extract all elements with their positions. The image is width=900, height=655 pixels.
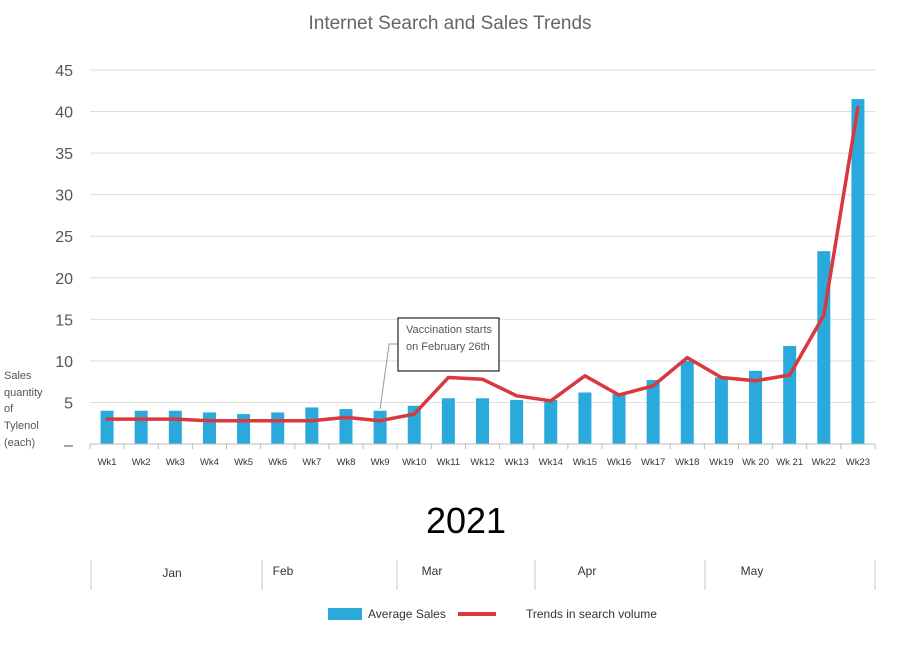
x-tick-label: Wk 20 bbox=[742, 457, 769, 468]
y-axis-label-line: (each) bbox=[4, 437, 35, 449]
annotation-text: on February 26th bbox=[406, 341, 490, 353]
x-tick-label: Wk11 bbox=[437, 457, 461, 468]
legend-swatch-bar bbox=[328, 608, 362, 620]
bar bbox=[749, 370, 763, 444]
bar bbox=[851, 99, 865, 444]
x-tick-label: Wk19 bbox=[709, 457, 733, 468]
bar bbox=[544, 399, 558, 444]
legend: Average Sales Trends in search volume bbox=[328, 607, 657, 621]
y-axis-label-line: Tylenol bbox=[4, 420, 39, 432]
search-trend-line bbox=[105, 105, 860, 423]
x-axis: Wk1 Wk2 Wk3 Wk4 Wk5 Wk6 Wk7 Wk8 Wk9 Wk10 Wk11 Wk12 W… bbox=[89, 443, 876, 468]
y-tick-label: 35 bbox=[55, 146, 73, 163]
bar bbox=[339, 409, 353, 444]
grid bbox=[90, 69, 875, 403]
annotation-box bbox=[397, 317, 500, 372]
x-tick-label: Wk6 bbox=[268, 457, 287, 468]
month-axis: Jan Feb Mar Apr May bbox=[90, 560, 876, 590]
y-tick-label: 15 bbox=[55, 312, 73, 329]
y-tick-label: 20 bbox=[55, 271, 73, 288]
y-axis-label-line: Sales bbox=[4, 370, 32, 382]
legend-label: Trends in search volume bbox=[526, 607, 657, 621]
y-tick-label: 45 bbox=[55, 63, 73, 80]
y-axis-label-line: quantity bbox=[4, 387, 43, 399]
annotation-text: Vaccination starts bbox=[406, 324, 493, 336]
bar bbox=[612, 394, 626, 444]
x-tick-label: Wk4 bbox=[200, 457, 219, 468]
y-axis-label-line: of bbox=[4, 403, 14, 415]
bar bbox=[271, 412, 285, 444]
bar bbox=[305, 407, 319, 444]
month-label: Jan bbox=[162, 566, 181, 580]
x-tick-label: Wk3 bbox=[166, 457, 185, 468]
x-tick-label: Wk7 bbox=[302, 457, 321, 468]
x-tick-label: Wk15 bbox=[573, 457, 597, 468]
x-tick-label: Wk1 bbox=[98, 457, 117, 468]
year-label: 2021 bbox=[426, 500, 506, 541]
x-tick-label: Wk 21 bbox=[776, 457, 803, 468]
x-tick-label: Wk13 bbox=[504, 457, 528, 468]
x-tick-label: Wk23 bbox=[846, 457, 870, 468]
x-tick-label: Wk2 bbox=[132, 457, 151, 468]
y-axis-label: Sales quantity of Tylenol (each) bbox=[4, 370, 43, 449]
y-tick-label: 10 bbox=[55, 354, 73, 371]
annotation-leader bbox=[379, 343, 398, 409]
x-tick-label: Wk18 bbox=[675, 457, 699, 468]
x-tick-label: Wk5 bbox=[234, 457, 253, 468]
bar bbox=[578, 392, 592, 444]
month-label: Mar bbox=[422, 564, 443, 578]
bar bbox=[168, 410, 182, 444]
month-label: Apr bbox=[578, 564, 597, 578]
x-tick-label: Wk10 bbox=[402, 457, 426, 468]
bar bbox=[373, 410, 387, 444]
x-tick-label: Wk9 bbox=[371, 457, 390, 468]
x-tick-label: Wk8 bbox=[336, 457, 355, 468]
y-tick-label: 40 bbox=[55, 105, 73, 122]
bar bbox=[714, 377, 728, 444]
bar bbox=[202, 412, 216, 444]
line-series bbox=[105, 105, 860, 423]
bar bbox=[237, 414, 251, 444]
y-tick-label: 5 bbox=[64, 395, 73, 412]
x-tick-label: Wk14 bbox=[539, 457, 563, 468]
legend-label: Average Sales bbox=[368, 607, 446, 621]
bar bbox=[510, 399, 524, 444]
bar bbox=[476, 398, 489, 444]
bar bbox=[134, 410, 148, 444]
x-tick-label: Wk17 bbox=[641, 457, 665, 468]
bar bbox=[680, 360, 694, 444]
month-label: May bbox=[741, 564, 764, 578]
y-tick-label: 30 bbox=[55, 188, 73, 205]
annotation: Vaccination starts on February 26th bbox=[379, 317, 500, 409]
bar bbox=[100, 410, 114, 444]
chart-title: Internet Search and Sales Trends bbox=[308, 13, 591, 34]
x-tick-label: Wk22 bbox=[812, 457, 836, 468]
month-label: Feb bbox=[273, 564, 294, 578]
x-tick-label: Wk12 bbox=[470, 457, 494, 468]
y-tick-label: – bbox=[64, 437, 73, 454]
bar bbox=[646, 380, 660, 444]
bar-series bbox=[100, 99, 865, 444]
y-tick-label: 25 bbox=[55, 229, 73, 246]
bar bbox=[783, 345, 797, 444]
x-tick-label: Wk16 bbox=[607, 457, 631, 468]
bar bbox=[441, 398, 455, 444]
y-axis: – 5 10 15 20 25 30 35 40 45 bbox=[55, 63, 73, 454]
